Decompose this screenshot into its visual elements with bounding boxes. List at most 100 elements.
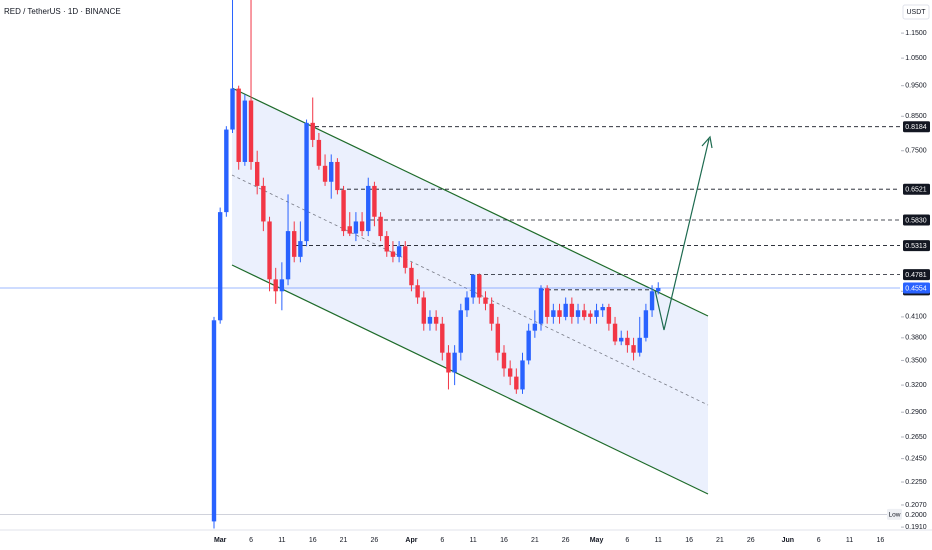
x-tick-label: 26 (562, 537, 570, 544)
low-box (887, 508, 902, 520)
y-tick-label: 0.2250 (905, 479, 927, 486)
candle-body (230, 88, 235, 130)
y-tick-label: 0.3200 (905, 382, 927, 389)
candle-body (372, 185, 377, 217)
candle-body (458, 310, 463, 353)
candle-body (378, 216, 383, 237)
x-tick-label: 21 (340, 537, 348, 544)
arrow (654, 135, 713, 331)
candle-body (656, 288, 661, 292)
price-badge (903, 269, 930, 281)
price-badge-label: 0.5313 (905, 243, 927, 250)
low-label: Low (889, 512, 901, 519)
y-tick-label: 0.7500 (905, 148, 927, 155)
unit-box (902, 4, 930, 20)
x-tick-label: 6 (817, 537, 821, 544)
candle-body (619, 337, 624, 342)
x-tick-label: 16 (876, 537, 884, 544)
candle-body (594, 310, 599, 317)
candle-body (557, 310, 562, 317)
price-badge (903, 121, 930, 133)
candle-body (544, 288, 550, 317)
x-tick-label: 11 (278, 537, 285, 544)
price-badge-label: 0.4781 (905, 272, 927, 279)
candle-body (292, 231, 297, 257)
channel-mid (231, 174, 709, 406)
candle-body (477, 274, 482, 298)
x-tick-label: 21 (531, 537, 539, 544)
channel-bottom (231, 264, 709, 495)
chart-title: RED / TetherUS · 1D · BINANCE (4, 7, 121, 16)
candle-body (483, 297, 488, 304)
price-badge (903, 183, 930, 195)
price-badge (903, 214, 930, 226)
price-badge-label: 0.8184 (905, 124, 927, 131)
y-tick-label: 0.1910 (905, 524, 927, 531)
candle-body (316, 139, 322, 166)
candle-body (261, 185, 266, 222)
candle-body (242, 100, 248, 162)
candle-body (236, 88, 241, 162)
x-tick-label: 6 (440, 537, 444, 544)
candle-body (217, 212, 223, 321)
candle-body (353, 221, 359, 234)
candle-body (631, 345, 636, 353)
candle-body (415, 285, 420, 298)
y-tick-label: 0.3800 (905, 335, 927, 342)
x-tick-label: Apr (405, 537, 417, 544)
x-tick-label: 11 (655, 537, 662, 544)
x-tick-label: Jun (782, 537, 794, 544)
candle-body (224, 129, 229, 213)
candle-body (329, 161, 334, 182)
candle-body (433, 316, 439, 324)
candle-body (526, 330, 531, 361)
candle-body (440, 323, 445, 353)
candle-body (279, 279, 285, 292)
y-tick-label: 0.2450 (905, 455, 927, 462)
price-badge (903, 240, 930, 252)
candle-body (582, 310, 587, 317)
candle-body (649, 291, 655, 311)
candle-body (359, 221, 365, 232)
price-axis: 1.15001.05000.95000.85000.75000.45000.41… (214, 30, 927, 544)
price-badge (903, 508, 930, 520)
x-tick-label: Mar (214, 537, 227, 544)
x-tick-label: 6 (249, 537, 253, 544)
price-badge (903, 282, 930, 294)
candle-body (384, 236, 389, 252)
candles (211, 0, 661, 529)
x-tick-label: 16 (500, 537, 508, 544)
candle-body (600, 307, 605, 311)
x-tick-label: 16 (309, 537, 317, 544)
x-tick-label: 26 (747, 537, 755, 544)
candle-body (421, 297, 426, 324)
candle-body (551, 310, 556, 317)
candle-body (446, 352, 451, 373)
arrow-head (701, 135, 713, 149)
candle-body (452, 352, 457, 373)
x-tick-label: 11 (469, 537, 476, 544)
candle-body (409, 267, 414, 286)
candle-body (575, 310, 581, 317)
candle-body (267, 221, 272, 280)
x-tick-label: 6 (625, 537, 629, 544)
price-badge-label: 0.5830 (905, 217, 927, 224)
candle-body (347, 226, 352, 234)
candle-body (335, 161, 340, 191)
y-tick-label: 1.1500 (905, 30, 927, 37)
candle-body (273, 279, 278, 292)
candle-body (396, 246, 402, 257)
candle-body (520, 360, 525, 390)
candle-body (248, 100, 254, 162)
candle-body (563, 303, 568, 317)
candle-body (588, 313, 593, 317)
candle-body (569, 303, 575, 317)
candle-body (322, 165, 328, 182)
unit-label: USDT (906, 9, 926, 16)
x-tick-label: 21 (716, 537, 724, 544)
y-tick-label: 0.8500 (905, 113, 927, 120)
candle-body (390, 251, 396, 257)
candle-body (366, 185, 371, 232)
y-tick-label: 0.9500 (905, 83, 927, 90)
